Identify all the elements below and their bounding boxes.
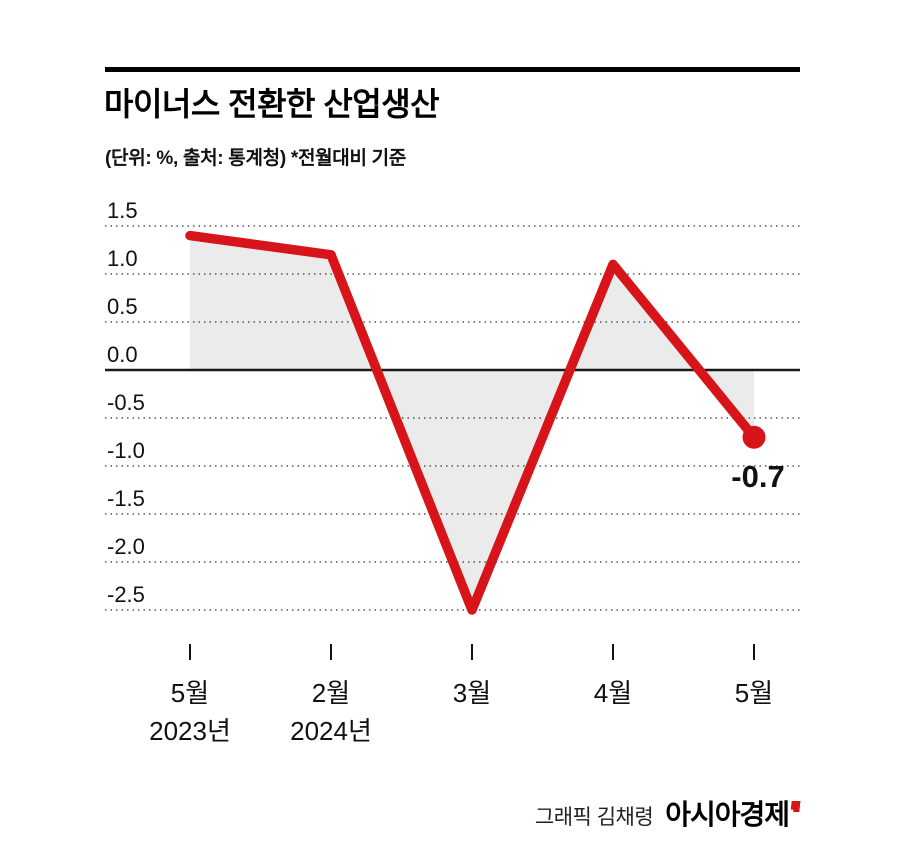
x-axis-label: 4월 <box>594 678 632 708</box>
y-axis-label: -2.0 <box>107 534 145 559</box>
data-line <box>185 230 759 615</box>
y-axis-label: -2.5 <box>107 582 145 607</box>
chart-title: 마이너스 전환한 산업생산 <box>104 86 440 122</box>
x-axis-label: 5월 <box>735 678 773 708</box>
value-label: -0.7 <box>731 459 784 494</box>
x-axis-label: 5월 <box>171 678 209 708</box>
y-axis-label: 1.5 <box>107 198 138 223</box>
y-axis-label: 0.0 <box>107 342 138 367</box>
y-axis-label: 0.5 <box>107 294 138 319</box>
x-axis-year-label: 2024년 <box>290 716 372 746</box>
credit-text: 그래픽 김채령 <box>534 806 654 829</box>
y-axis-label: 1.0 <box>107 246 138 271</box>
y-axis-label: -1.0 <box>107 438 145 463</box>
y-axis-label: -0.5 <box>107 390 145 415</box>
y-axis-label: -1.5 <box>107 486 145 511</box>
top-rule <box>105 67 800 72</box>
area-fill <box>190 235 754 610</box>
brand-text: 아시아경제 <box>665 799 790 830</box>
x-axis-label: 3월 <box>453 678 491 708</box>
chart-subtitle: (단위: %, 출처: 통계청) *전월대비 기준 <box>105 148 407 169</box>
brand-logo: 아시아경제 <box>665 793 800 833</box>
brand-mark-icon <box>790 801 800 812</box>
x-axis-year-label: 2023년 <box>149 716 231 746</box>
x-axis-label: 2월 <box>312 678 350 708</box>
data-point-marker <box>742 425 766 449</box>
footer: 그래픽 김채령 아시아경제 <box>535 793 800 833</box>
